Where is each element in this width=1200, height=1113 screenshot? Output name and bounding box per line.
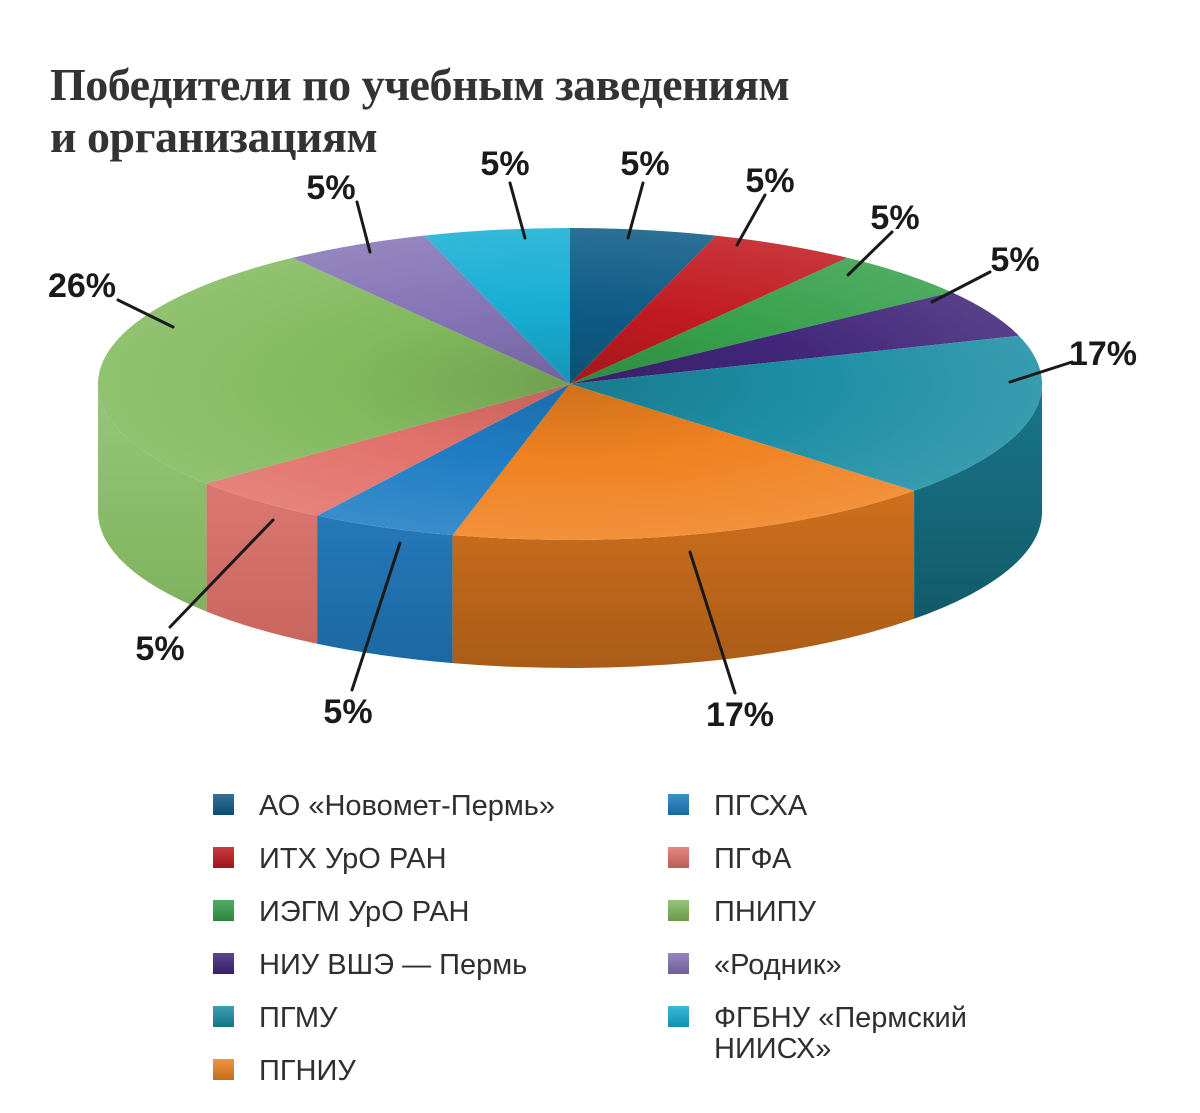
leader-line-10 [508, 181, 527, 240]
legend-swatch-2 [213, 900, 234, 921]
pie-segment-side-4 [914, 384, 1042, 619]
segment-pct-label-1: 5% [745, 162, 794, 200]
legend-swatch-8 [668, 900, 689, 921]
legend-swatch-7 [668, 847, 689, 868]
leader-line-3 [930, 270, 992, 304]
pie-segment-9 [292, 235, 570, 384]
legend-swatch-3 [213, 953, 234, 974]
leader-line-5 [688, 550, 737, 695]
leader-line-1 [735, 193, 767, 247]
segment-pct-label-10: 5% [480, 145, 529, 183]
legend-item-1: ИТХ УрО РАН [213, 844, 447, 875]
segment-pct-label-4: 17% [1069, 335, 1137, 373]
legend-item-5: ПГНИУ [213, 1056, 356, 1087]
leader-line-4 [1008, 360, 1074, 384]
legend-item-2: ИЭГМ УрО РАН [213, 897, 470, 928]
pie-segment-0 [570, 228, 716, 384]
leader-line-2 [846, 230, 894, 277]
chart-title-line2: и организациям [50, 110, 378, 162]
pie-segment-side-8 [98, 384, 207, 612]
legend-item-6: ПГСХА [668, 791, 807, 822]
legend-label-5: ПГНИУ [259, 1055, 356, 1087]
segment-pct-label-2: 5% [870, 199, 919, 237]
leader-line-6 [350, 541, 402, 692]
segment-pct-label-9: 5% [306, 169, 355, 207]
pie-chart: 5% 5% 5% 5% 17% 17% 5% 5% 26% 5% 5% [48, 145, 1137, 734]
legend-label-0: АО «Новомет-Пермь» [259, 790, 556, 822]
pie-segment-1 [570, 235, 848, 384]
legend-item-3: НИУ ВШЭ — Пермь [213, 950, 527, 981]
legend-item-9: «Родник» [668, 950, 842, 981]
pie-segment-side-7 [206, 483, 318, 644]
leader-line-0 [626, 181, 645, 240]
legend-item-7: ПГФА [668, 844, 791, 875]
pie-segment-4 [570, 335, 1042, 491]
legend-label-8: ПНИПУ [714, 896, 816, 928]
legend-swatch-5 [213, 1059, 234, 1080]
leader-line-8 [116, 298, 175, 329]
legend-label-3: НИУ ВШЭ — Пермь [259, 949, 528, 981]
segment-pct-label-3: 5% [990, 241, 1039, 279]
legend-label-6: ПГСХА [714, 790, 808, 822]
segment-pct-label-0: 5% [620, 145, 669, 183]
pie-segment-side-5 [452, 490, 915, 669]
legend-label-4: ПГМУ [259, 1002, 338, 1034]
legend-item-0: АО «Новомет-Пермь» [213, 791, 555, 822]
segment-pct-label-5: 17% [706, 696, 774, 734]
legend-swatch-1 [213, 847, 234, 868]
segment-pct-label-8: 26% [48, 267, 116, 305]
legend-item-10: ФГБНУ «Пермский НИИСХ» [668, 1003, 1024, 1065]
segment-pct-label-7: 5% [135, 630, 184, 668]
legend-item-4: ПГМУ [213, 1003, 337, 1034]
pie-segment-8 [97, 257, 571, 484]
legend-label-1: ИТХ УрО РАН [259, 843, 447, 875]
pie-segment-6 [317, 384, 570, 536]
legend-swatch-10 [668, 1006, 689, 1027]
leader-line-7 [168, 518, 275, 629]
legend-swatch-6 [668, 794, 689, 815]
leader-line-9 [355, 200, 372, 254]
legend-label-7: ПГФА [714, 843, 792, 875]
pie-segment-3 [570, 292, 1019, 384]
legend-item-8: ПНИПУ [668, 897, 816, 928]
legend-label-2: ИЭГМ УрО РАН [259, 896, 470, 928]
legend-label-10: ФГБНУ «Пермский НИИСХ» [714, 1002, 967, 1065]
pie-segment-2 [570, 257, 952, 384]
legend-label-9: «Родник» [714, 949, 842, 981]
segment-pct-label-6: 5% [323, 693, 372, 731]
pie-segment-7 [206, 384, 570, 516]
legend-swatch-4 [213, 1006, 234, 1027]
pie-segment-10 [424, 228, 570, 384]
chart-title: Победители по учебным заведениям и орган… [50, 58, 790, 163]
legend-swatch-9 [668, 953, 689, 974]
chart-title-line1: Победители по учебным заведениям [50, 58, 790, 110]
legend-swatch-0 [213, 794, 234, 815]
pie-segment-5 [452, 384, 915, 541]
